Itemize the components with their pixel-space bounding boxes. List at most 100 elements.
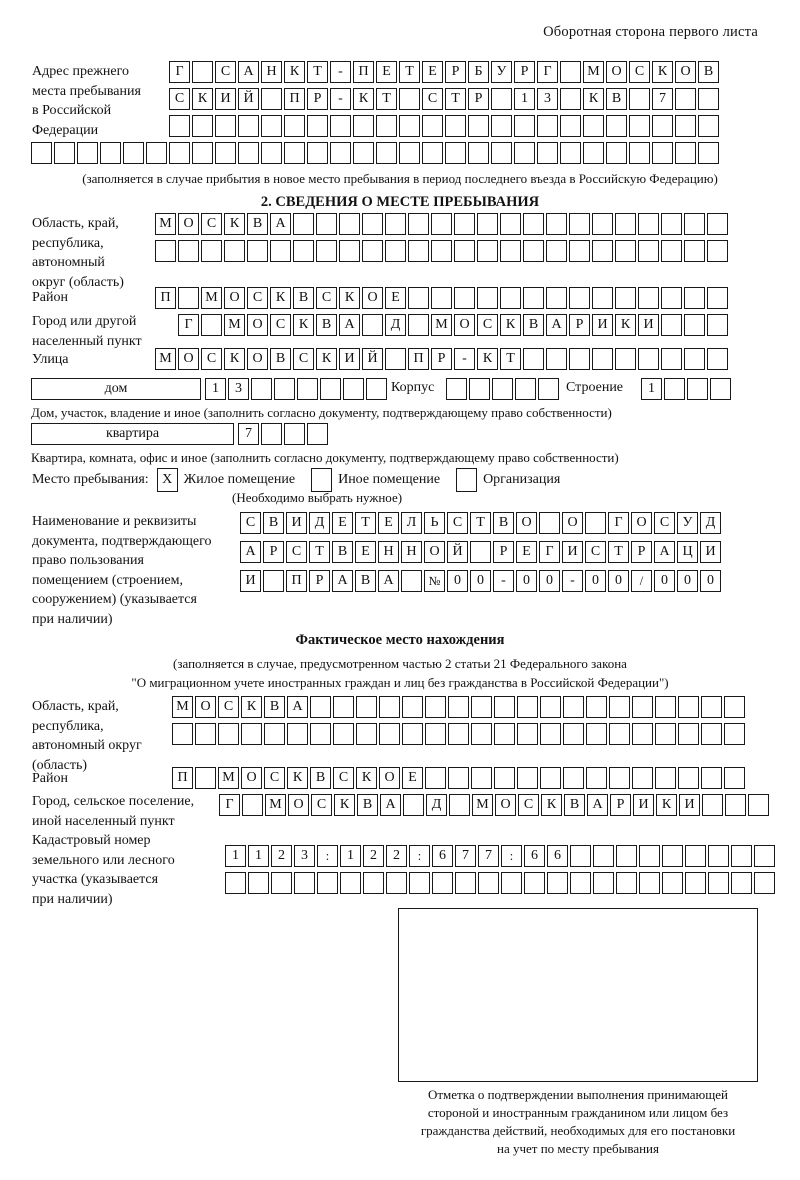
document-r1-cell-11[interactable]: Т	[470, 512, 491, 534]
prev-address-r1-cell-15[interactable]: У	[491, 61, 512, 83]
prev-address-r2-cell-21[interactable]	[629, 88, 650, 110]
section2-street-cell-1[interactable]: М	[155, 348, 176, 370]
actual-district-cell-3[interactable]: М	[218, 767, 239, 789]
actual-region-r2-cell-4[interactable]	[241, 723, 262, 745]
section2-region-r2-cell-15[interactable]	[477, 240, 498, 262]
actual-district-cell-13[interactable]	[448, 767, 469, 789]
prev-address-r3-cell-13[interactable]	[445, 115, 466, 137]
prev-address-r3-cell-11[interactable]	[399, 115, 420, 137]
prev-address-r2-cell-22[interactable]: 7	[652, 88, 673, 110]
actual-district-cell-4[interactable]: О	[241, 767, 262, 789]
document-r2-cell-12[interactable]: Р	[493, 541, 514, 563]
prev-address-r4-cell-11[interactable]	[261, 142, 282, 164]
cadastral-r2-cell-18[interactable]	[616, 872, 637, 894]
section2-street-cell-8[interactable]: К	[316, 348, 337, 370]
section2-street-cell-18[interactable]	[546, 348, 567, 370]
prev-address-r1-cell-19[interactable]: М	[583, 61, 604, 83]
actual-district-cell-20[interactable]	[609, 767, 630, 789]
actual-region-r2-cell-18[interactable]	[563, 723, 584, 745]
prev-address-r2-cell-3[interactable]: И	[215, 88, 236, 110]
cadastral-r1-cell-12[interactable]: 7	[478, 845, 499, 867]
document-r1-cell-1[interactable]: С	[240, 512, 261, 534]
actual-region-r2-cell-19[interactable]	[586, 723, 607, 745]
section2-city-cell-21[interactable]: И	[638, 314, 659, 336]
section2-region-r1-cell-2[interactable]: О	[178, 213, 199, 235]
cadastral-r1-cell-6[interactable]: 1	[340, 845, 361, 867]
actual-region-r1-cell-10[interactable]	[379, 696, 400, 718]
actual-region-r1-cell-9[interactable]	[356, 696, 377, 718]
prev-address-r3-cell-4[interactable]	[238, 115, 259, 137]
actual-region-r2-cell-22[interactable]	[655, 723, 676, 745]
document-r1-cell-8[interactable]: Л	[401, 512, 422, 534]
actual-city-cell-19[interactable]: И	[633, 794, 654, 816]
prev-address-r3-cell-9[interactable]	[353, 115, 374, 137]
section2-region-r2-cell-23[interactable]	[661, 240, 682, 262]
document-r1-cell-9[interactable]: Ь	[424, 512, 445, 534]
document-r1-cell-7[interactable]: Е	[378, 512, 399, 534]
section2-district-cell-1[interactable]: П	[155, 287, 176, 309]
actual-city-cell-6[interactable]: К	[334, 794, 355, 816]
section2-city-cell-5[interactable]: С	[270, 314, 291, 336]
section2-region-r2-cell-22[interactable]	[638, 240, 659, 262]
section2-region-r1-cell-6[interactable]: А	[270, 213, 291, 235]
section2-city-cell-1[interactable]: Г	[178, 314, 199, 336]
cadastral-r1-cell-18[interactable]	[616, 845, 637, 867]
prev-address-r4-cell-27[interactable]	[629, 142, 650, 164]
document-r1-cell-4[interactable]: Д	[309, 512, 330, 534]
prev-address-r4-cell-3[interactable]	[77, 142, 98, 164]
section2-district-cell-9[interactable]: К	[339, 287, 360, 309]
actual-region-r2-cell-3[interactable]	[218, 723, 239, 745]
section2-district-cell-4[interactable]: О	[224, 287, 245, 309]
document-r3-cell-1[interactable]: И	[240, 570, 261, 592]
section2-street-cell-16[interactable]: Т	[500, 348, 521, 370]
cadastral-r2-cell-5[interactable]	[317, 872, 338, 894]
section2-street-cell-3[interactable]: С	[201, 348, 222, 370]
document-r2-cell-16[interactable]: С	[585, 541, 606, 563]
house-cell-7[interactable]	[343, 378, 364, 400]
korpus-cell-3[interactable]	[492, 378, 513, 400]
actual-region-r2-cell-1[interactable]	[172, 723, 193, 745]
prev-address-row-4[interactable]	[31, 142, 719, 164]
actual-city-cell-15[interactable]: К	[541, 794, 562, 816]
section2-city-cell-8[interactable]: А	[339, 314, 360, 336]
section2-district-cell-12[interactable]	[408, 287, 429, 309]
section2-region-r1-cell-3[interactable]: С	[201, 213, 222, 235]
actual-region-r1-cell-8[interactable]	[333, 696, 354, 718]
section2-region-r1-cell-8[interactable]	[316, 213, 337, 235]
document-r2-cell-20[interactable]: Ц	[677, 541, 698, 563]
prev-address-r1-cell-16[interactable]: Р	[514, 61, 535, 83]
document-r1-cell-5[interactable]: Е	[332, 512, 353, 534]
prev-address-r4-cell-26[interactable]	[606, 142, 627, 164]
section2-district-cell-20[interactable]	[592, 287, 613, 309]
actual-region-r2-cell-9[interactable]	[356, 723, 377, 745]
prev-address-r3-cell-22[interactable]	[652, 115, 673, 137]
prev-address-r3-cell-15[interactable]	[491, 115, 512, 137]
prev-address-r4-cell-6[interactable]	[146, 142, 167, 164]
prev-address-r4-cell-29[interactable]	[675, 142, 696, 164]
cadastral-r2-cell-12[interactable]	[478, 872, 499, 894]
prev-address-r2-cell-13[interactable]: Т	[445, 88, 466, 110]
actual-district-cell-9[interactable]: К	[356, 767, 377, 789]
actual-region-r2-cell-21[interactable]	[632, 723, 653, 745]
stamp-area[interactable]	[398, 908, 758, 1082]
prev-address-r1-cell-21[interactable]: С	[629, 61, 650, 83]
prev-address-r1-cell-3[interactable]: С	[215, 61, 236, 83]
cadastral-r2-cell-10[interactable]	[432, 872, 453, 894]
cadastral-r2-cell-14[interactable]	[524, 872, 545, 894]
actual-district-cell-7[interactable]: В	[310, 767, 331, 789]
section2-region-r2-cell-16[interactable]	[500, 240, 521, 262]
actual-region-r2-cell-6[interactable]	[287, 723, 308, 745]
prev-address-r3-cell-10[interactable]	[376, 115, 397, 137]
prev-address-r2-cell-7[interactable]: Р	[307, 88, 328, 110]
section2-city-cell-16[interactable]: В	[523, 314, 544, 336]
cadastral-r2-cell-1[interactable]	[225, 872, 246, 894]
actual-region-r2-cell-16[interactable]	[517, 723, 538, 745]
actual-district-cell-21[interactable]	[632, 767, 653, 789]
section2-region-r2-cell-4[interactable]	[224, 240, 245, 262]
actual-region-row-2[interactable]	[172, 723, 745, 745]
actual-region-r2-cell-17[interactable]	[540, 723, 561, 745]
prev-address-row-3[interactable]	[169, 115, 719, 137]
prev-address-r4-cell-5[interactable]	[123, 142, 144, 164]
section2-street-cell-20[interactable]	[592, 348, 613, 370]
cadastral-r2-cell-6[interactable]	[340, 872, 361, 894]
